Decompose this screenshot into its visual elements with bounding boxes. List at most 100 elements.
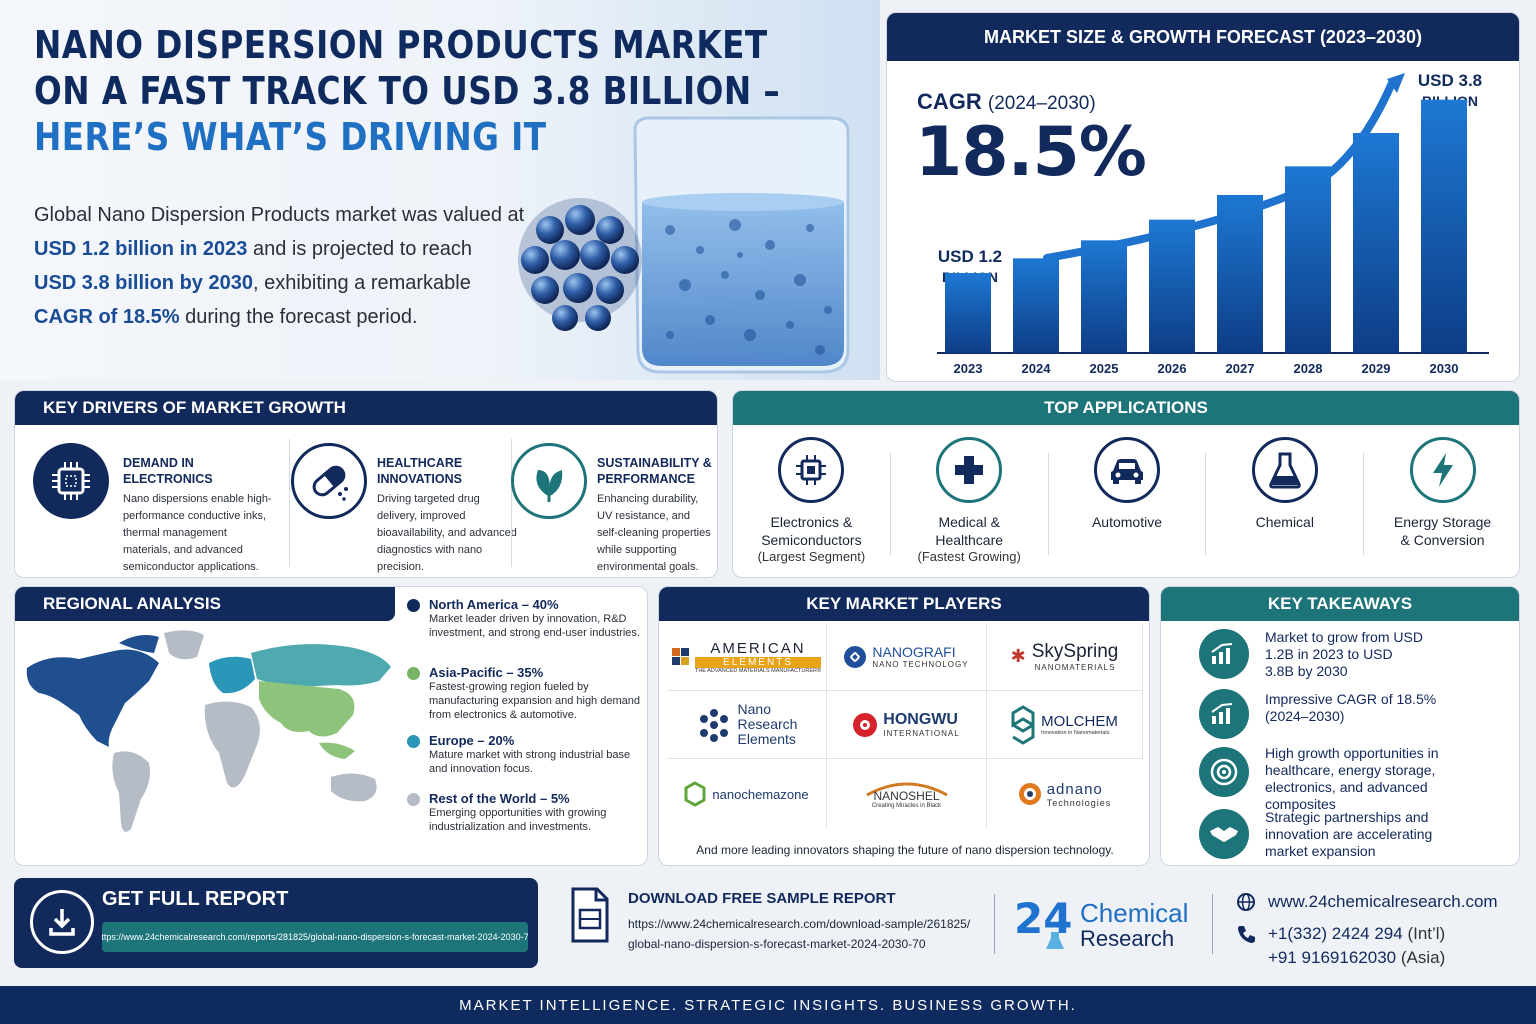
molchem-icon bbox=[1011, 704, 1035, 745]
brand-name-1: Chemical bbox=[1080, 898, 1189, 928]
download-sample[interactable]: DOWNLOAD FREE SAMPLE REPORT https://www.… bbox=[570, 886, 970, 951]
bar-2029 bbox=[1353, 133, 1399, 353]
forecast-card: MARKET SIZE & GROWTH FORECAST (2023–2030… bbox=[886, 12, 1520, 382]
nano-cluster bbox=[518, 198, 642, 331]
headline-line-3: HERE’S WHAT’S DRIVING IT bbox=[34, 115, 547, 159]
handshake-icon bbox=[1199, 809, 1249, 859]
x-tick-label: 2023 bbox=[954, 361, 983, 376]
application-label: Medical & Healthcare bbox=[935, 514, 1004, 548]
south-america bbox=[112, 751, 150, 832]
skyspring-icon: ✱ bbox=[1010, 646, 1026, 666]
application-label: Energy Storage & Conversion bbox=[1393, 514, 1492, 548]
region-swatch bbox=[407, 667, 420, 680]
leaf-icon bbox=[511, 443, 587, 519]
application-label: Automotive bbox=[1091, 514, 1162, 530]
divider bbox=[511, 439, 512, 567]
brand-name-2: Research bbox=[1080, 926, 1175, 951]
russia-asia bbox=[251, 644, 391, 687]
nanoshel-swoosh-icon bbox=[865, 782, 948, 797]
divider bbox=[289, 439, 290, 567]
applications-header: TOP APPLICATIONS bbox=[733, 391, 1519, 425]
website-link[interactable]: www.24chemicalresearch.com bbox=[1268, 892, 1498, 911]
bar-2025 bbox=[1081, 240, 1127, 353]
logo-skyspring: ✱ SkySpring NANOMATERIALS bbox=[987, 623, 1143, 691]
players-header: KEY MARKET PLAYERS bbox=[659, 587, 1149, 621]
logo-nanografi: NANOGRAFI NANO TECHNOLOGY bbox=[827, 623, 987, 691]
intro-paragraph: Global Nano Dispersion Products market w… bbox=[34, 204, 525, 328]
africa bbox=[204, 701, 260, 788]
x-tick-label: 2028 bbox=[1294, 361, 1323, 376]
phone-1[interactable]: +1(332) 2424 294 (Int’l) bbox=[1268, 924, 1446, 943]
players-grid: AMERICAN ELEMENTS THE ADVANCED MATERIALS… bbox=[667, 623, 1143, 829]
x-tick-label: 2025 bbox=[1090, 361, 1119, 376]
hongwu-icon bbox=[853, 712, 878, 737]
x-tick-label: 2029 bbox=[1362, 361, 1391, 376]
bar-2028 bbox=[1285, 166, 1331, 353]
headline: NANO DISPERSION PRODUCTS MARKET ON A FAS… bbox=[34, 22, 902, 160]
website-row[interactable]: www.24chemicalresearch.com bbox=[1236, 890, 1526, 914]
growth-arrowhead bbox=[1387, 73, 1405, 93]
europe bbox=[209, 656, 255, 694]
region-item: Asia-Pacific – 35% Fastest-growing regio… bbox=[407, 665, 641, 725]
download-icon[interactable] bbox=[30, 890, 94, 954]
greenland bbox=[164, 630, 204, 660]
bubbles bbox=[665, 219, 832, 355]
divider bbox=[1212, 894, 1213, 954]
application-medical: Medical & Healthcare (Fastest Growing) bbox=[891, 437, 1048, 571]
driver-title: DEMAND IN ELECTRONICS bbox=[123, 456, 213, 486]
phone-2[interactable]: +91 9169162030 (Asia) bbox=[1268, 948, 1446, 967]
x-tick-label: 2026 bbox=[1158, 361, 1187, 376]
takeaways-card: KEY TAKEAWAYS Market to grow from USD 1.… bbox=[1160, 586, 1520, 866]
capsule-icon bbox=[291, 443, 367, 519]
phone-icon bbox=[1238, 926, 1255, 943]
logo-hongwu: HONGWU INTERNATIONAL bbox=[827, 691, 987, 759]
phone-row[interactable]: +1(332) 2424 294 (Int’l) bbox=[1236, 922, 1526, 946]
logo-american-elements: AMERICAN ELEMENTS THE ADVANCED MATERIALS… bbox=[667, 623, 827, 691]
application-electronics: Electronics & Semiconductors (Largest Se… bbox=[733, 437, 890, 571]
regional-card: REGIONAL ANALYSIS North America – 40% Ma… bbox=[14, 586, 648, 866]
chip-icon bbox=[778, 437, 845, 503]
drivers-card: KEY DRIVERS OF MARKET GROWTH DEMAND IN E… bbox=[14, 390, 718, 578]
target-icon bbox=[1199, 747, 1249, 797]
lightning-icon bbox=[1409, 437, 1476, 503]
get-full-report-panel[interactable]: GET FULL REPORT https://www.24chemicalre… bbox=[14, 878, 538, 968]
players-card: KEY MARKET PLAYERS AMERICAN ELEMENTS THE… bbox=[658, 586, 1150, 866]
applications-list: Electronics & Semiconductors (Largest Se… bbox=[733, 437, 1519, 571]
application-sub: (Fastest Growing) bbox=[917, 549, 1021, 564]
contact-info: www.24chemicalresearch.com +1(332) 2424 … bbox=[1236, 890, 1526, 970]
sample-report-title: DOWNLOAD FREE SAMPLE REPORT bbox=[628, 890, 896, 907]
nanografi-icon bbox=[844, 645, 867, 668]
globe-icon bbox=[1237, 893, 1255, 911]
logo-nanoshel: NANOSHEL Creating Miracles in Black bbox=[827, 759, 987, 829]
takeaways-header: KEY TAKEAWAYS bbox=[1161, 587, 1519, 621]
logo-nano-research-elements: Nano Research Elements bbox=[667, 691, 827, 759]
region-swatch bbox=[407, 793, 420, 806]
region-item: Europe – 20% Mature market with strong i… bbox=[407, 733, 641, 781]
nre-molecule-icon bbox=[699, 708, 728, 742]
flask-icon bbox=[1251, 437, 1318, 503]
forecast-header: MARKET SIZE & GROWTH FORECAST (2023–2030… bbox=[887, 13, 1519, 61]
divider bbox=[1363, 453, 1365, 555]
nanochemazone-icon bbox=[684, 781, 706, 807]
driver-electronics: DEMAND IN ELECTRONICS Nano dispersions e… bbox=[33, 443, 272, 573]
application-energy: Energy Storage & Conversion bbox=[1364, 437, 1519, 571]
divider bbox=[889, 453, 891, 555]
chip-icon bbox=[33, 443, 109, 519]
x-tick-label: 2024 bbox=[1022, 361, 1052, 376]
headline-line-1: NANO DISPERSION PRODUCTS MARKET bbox=[34, 23, 768, 67]
players-footnote: And more leading innovators shaping the … bbox=[696, 843, 1114, 857]
car-icon bbox=[1093, 437, 1160, 503]
divider bbox=[1205, 453, 1207, 555]
application-label: Chemical bbox=[1255, 514, 1314, 530]
driver-title: HEALTHCARE INNOVATIONS bbox=[377, 456, 463, 486]
region-swatch bbox=[407, 735, 420, 748]
full-report-link[interactable]: https://www.24chemicalresearch.com/repor… bbox=[102, 922, 528, 952]
divider bbox=[1047, 453, 1049, 555]
logo-adnano: adnano Technologies bbox=[987, 759, 1143, 829]
flask-icon bbox=[1046, 932, 1064, 949]
bar-2024 bbox=[1013, 258, 1059, 353]
medical-cross-icon bbox=[936, 437, 1003, 503]
driver-healthcare: HEALTHCARE INNOVATIONS Driving targeted … bbox=[291, 443, 517, 573]
asia-pacific bbox=[259, 681, 355, 759]
sample-report-link[interactable]: https://www.24chemicalresearch.com/downl… bbox=[628, 917, 971, 951]
